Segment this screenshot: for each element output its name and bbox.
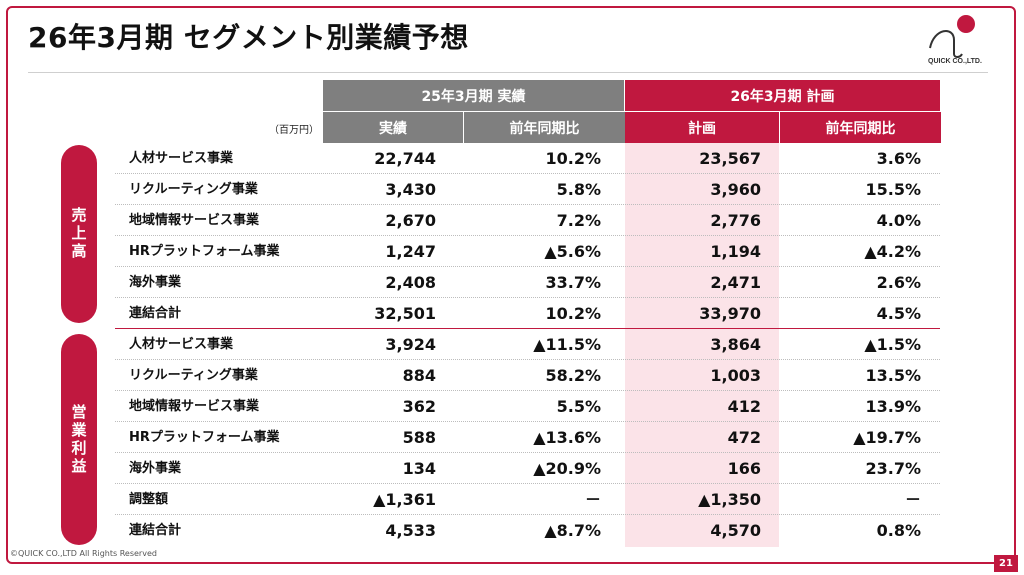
table-row: 海外事業 2,408 33.7% 2,471 2.6% [115, 267, 940, 298]
actual-value: 2,670 [385, 211, 436, 230]
plan-yoy-value: ▲4.2% [864, 242, 921, 261]
row-label: HRプラットフォーム事業 [129, 244, 280, 259]
yoy-value: － [584, 490, 601, 509]
table-row: リクルーティング事業 3,430 5.8% 3,960 15.5% [115, 174, 940, 205]
plan-yoy-value: 13.9% [865, 397, 921, 416]
page-number: 21 [994, 555, 1018, 572]
plan-yoy-value: 15.5% [865, 180, 921, 199]
page-title: 26年3月期 セグメント別業績予想 [28, 21, 469, 54]
plan-yoy-value: 4.0% [876, 211, 921, 230]
table-row: 地域情報サービス事業 362 5.5% 412 13.9% [115, 391, 940, 422]
actual-value: 1,247 [385, 242, 436, 261]
copyright-notice: ©QUICK CO.,LTD All Rights Reserved [10, 549, 157, 558]
company-logo: QUICK CO.,LTD. [924, 12, 988, 70]
slide-frame [6, 6, 1016, 564]
plan-value: 4,570 [710, 521, 761, 540]
plan-yoy-value: 3.6% [876, 149, 921, 168]
plan-yoy-value: 4.5% [876, 304, 921, 323]
actual-value: 3,924 [385, 335, 436, 354]
row-label: 連結合計 [129, 306, 182, 321]
table-row: HRプラットフォーム事業 1,247 ▲5.6% 1,194 ▲4.2% [115, 236, 940, 267]
plan-value: 1,194 [710, 242, 761, 261]
table-row-total: 連結合計 32,501 10.2% 33,970 4.5% [115, 298, 940, 329]
yoy-value: ▲5.6% [544, 242, 601, 261]
yoy-value: ▲8.7% [544, 521, 601, 540]
yoy-value: 10.2% [545, 304, 601, 323]
table-row: リクルーティング事業 884 58.2% 1,003 13.5% [115, 360, 940, 391]
table-row: 海外事業 134 ▲20.9% 166 23.7% [115, 453, 940, 484]
plan-value: 23,567 [699, 149, 761, 168]
actual-value: 884 [402, 366, 436, 385]
table-row-total: 連結合計 4,533 ▲8.7% 4,570 0.8% [115, 515, 940, 546]
title-divider [28, 72, 988, 73]
header-actual: 実績 [323, 112, 463, 143]
yoy-value: 58.2% [545, 366, 601, 385]
actual-value: 4,533 [385, 521, 436, 540]
table-row: 調整額 ▲1,361 － ▲1,350 － [115, 484, 940, 515]
plan-yoy-value: ▲19.7% [853, 428, 921, 447]
table-row: HRプラットフォーム事業 588 ▲13.6% 472 ▲19.7% [115, 422, 940, 453]
yoy-value: 5.5% [556, 397, 601, 416]
header-group-plan: 26年3月期 計画 [625, 80, 940, 111]
plan-yoy-value: ▲1.5% [864, 335, 921, 354]
row-label: 地域情報サービス事業 [129, 213, 260, 228]
actual-value: 3,430 [385, 180, 436, 199]
table-row: 人材サービス事業 3,924 ▲11.5% 3,864 ▲1.5% [115, 329, 940, 360]
plan-yoy-value: － [904, 490, 921, 509]
yoy-value: ▲11.5% [533, 335, 601, 354]
row-label: 調整額 [129, 492, 169, 507]
plan-value: 472 [727, 428, 761, 447]
table-row: 地域情報サービス事業 2,670 7.2% 2,776 4.0% [115, 205, 940, 236]
row-label: リクルーティング事業 [129, 182, 258, 197]
section-label-sales: 売上高 [61, 145, 97, 323]
plan-value: 33,970 [699, 304, 761, 323]
plan-value: 166 [727, 459, 761, 478]
plan-yoy-value: 0.8% [876, 521, 921, 540]
plan-value: 2,471 [710, 273, 761, 292]
actual-value: 22,744 [374, 149, 436, 168]
header-yoy: 前年同期比 [463, 112, 625, 143]
row-label: 海外事業 [129, 275, 182, 290]
row-label: 地域情報サービス事業 [129, 399, 260, 414]
row-label: HRプラットフォーム事業 [129, 430, 280, 445]
row-label: 人材サービス事業 [129, 151, 234, 166]
header-plan: 計画 [625, 112, 779, 143]
unit-label: （百万円） [269, 125, 319, 136]
plan-yoy-value: 23.7% [865, 459, 921, 478]
plan-value: 2,776 [710, 211, 761, 230]
yoy-value: ▲13.6% [533, 428, 601, 447]
actual-value: 2,408 [385, 273, 436, 292]
plan-yoy-value: 13.5% [865, 366, 921, 385]
logo-text: QUICK CO.,LTD. [928, 58, 982, 65]
actual-value: 362 [402, 397, 436, 416]
actual-value: 134 [402, 459, 436, 478]
yoy-value: 33.7% [545, 273, 601, 292]
actual-value: 588 [402, 428, 436, 447]
header-group-actual: 25年3月期 実績 [323, 80, 624, 111]
actual-value: ▲1,361 [373, 490, 436, 509]
section-label-operating-income: 営業利益 [61, 334, 97, 545]
actual-value: 32,501 [374, 304, 436, 323]
row-label: 連結合計 [129, 523, 182, 538]
table-row: 人材サービス事業 22,744 10.2% 23,567 3.6% [115, 143, 940, 174]
row-label: 海外事業 [129, 461, 182, 476]
yoy-value: ▲20.9% [533, 459, 601, 478]
yoy-value: 10.2% [545, 149, 601, 168]
row-label: 人材サービス事業 [129, 337, 234, 352]
plan-value: 1,003 [710, 366, 761, 385]
plan-value: 412 [727, 397, 761, 416]
plan-yoy-value: 2.6% [876, 273, 921, 292]
plan-value: 3,960 [710, 180, 761, 199]
header-plan-yoy: 前年同期比 [779, 112, 941, 143]
row-label: リクルーティング事業 [129, 368, 258, 383]
yoy-value: 5.8% [556, 180, 601, 199]
plan-column-highlight [625, 143, 779, 547]
plan-value: ▲1,350 [698, 490, 761, 509]
yoy-value: 7.2% [556, 211, 601, 230]
plan-value: 3,864 [710, 335, 761, 354]
